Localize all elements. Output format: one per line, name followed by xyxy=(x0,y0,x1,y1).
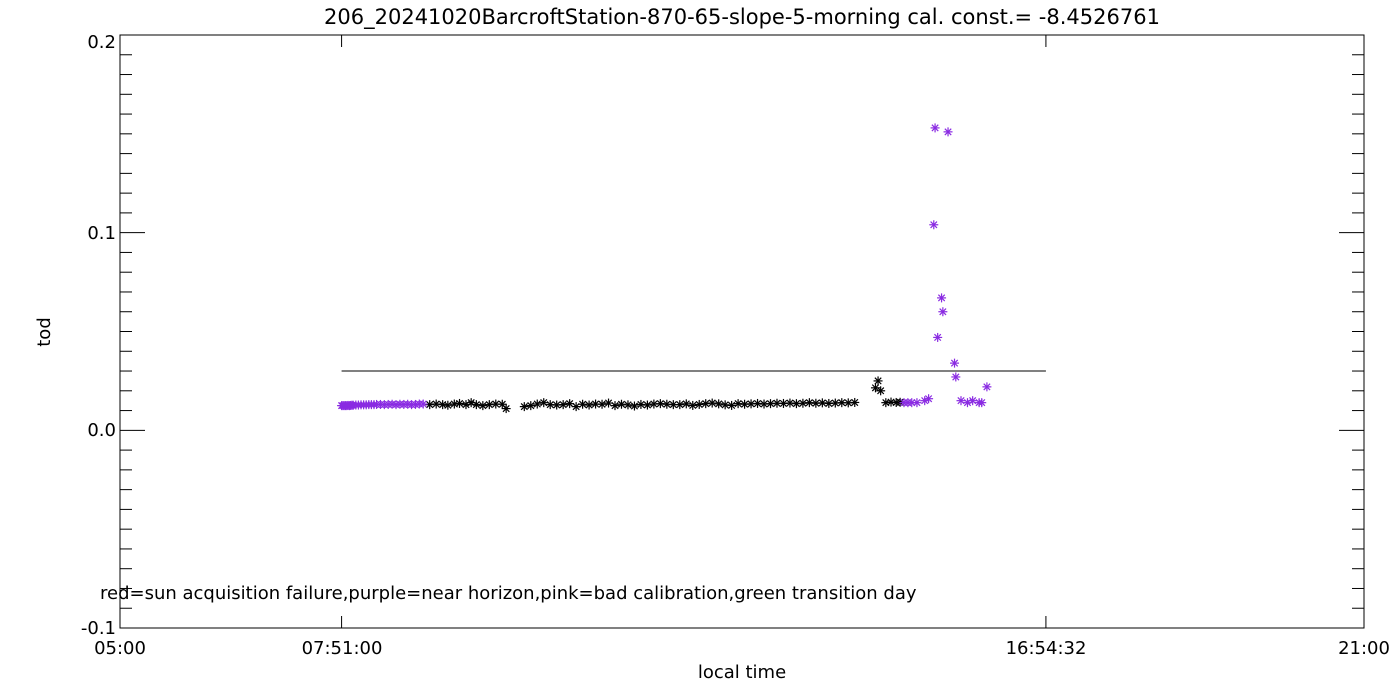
black-data-point xyxy=(471,400,481,410)
black-data-point xyxy=(610,401,620,411)
purple-data-point xyxy=(950,358,960,368)
black-data-point xyxy=(578,399,588,409)
black-data-point xyxy=(837,398,847,408)
legend-annotation: red=sun acquisition failure,purple=near … xyxy=(100,583,917,604)
black-data-point xyxy=(873,376,883,386)
purple-data-point xyxy=(938,307,948,317)
black-data-point xyxy=(694,399,704,409)
chart-title: 206_20241020BarcroftStation-870-65-slope… xyxy=(324,5,1160,30)
purple-data-point xyxy=(924,394,934,404)
black-data-point xyxy=(727,400,737,410)
black-data-point xyxy=(443,400,453,410)
purple-data-point xyxy=(929,220,939,230)
black-data-point xyxy=(681,399,691,409)
major-ticks xyxy=(119,34,1365,629)
black-data-point xyxy=(830,398,840,408)
black-data-point xyxy=(714,399,724,409)
black-data-point xyxy=(688,400,698,410)
y-tick-label-2: 0.1 xyxy=(87,223,116,244)
black-data-point xyxy=(642,400,652,410)
black-data-point xyxy=(539,398,549,408)
purple-data-point xyxy=(912,398,922,408)
y-axis-label: tod xyxy=(34,317,55,347)
black-data-point xyxy=(772,398,782,408)
black-data-point xyxy=(526,401,536,411)
black-data-point xyxy=(591,399,601,409)
purple-data-point xyxy=(418,399,428,409)
purple-data-point xyxy=(977,398,987,408)
y-tick-label-3: 0.2 xyxy=(87,32,116,53)
purple-data-point xyxy=(943,127,953,137)
x-tick-label-0: 05:00 xyxy=(94,638,146,659)
black-data-point xyxy=(478,401,488,411)
black-data-point xyxy=(629,401,639,411)
black-data-point xyxy=(785,398,795,408)
x-tick-label-2: 16:54:32 xyxy=(1006,638,1087,659)
black-data-point xyxy=(740,399,750,409)
purple-data-point xyxy=(937,293,947,303)
black-data-point xyxy=(565,399,575,409)
x-tick-label-3: 21:00 xyxy=(1338,638,1390,659)
black-data-point xyxy=(501,404,511,414)
black-data-point xyxy=(623,400,633,410)
purple-data-point xyxy=(930,123,940,133)
x-axis-label: local time xyxy=(698,662,786,683)
black-data-point xyxy=(655,399,665,409)
points-layer xyxy=(337,123,992,414)
black-data-point xyxy=(597,399,607,409)
x-tick-label-1: 07:51:00 xyxy=(302,638,383,659)
black-data-point xyxy=(753,398,763,408)
y-tick-label-0: -0.1 xyxy=(81,618,116,639)
black-data-point xyxy=(571,402,581,412)
y-tick-label-1: 0.0 xyxy=(87,420,116,441)
purple-data-point xyxy=(956,396,966,406)
black-data-point xyxy=(675,400,685,410)
black-data-point xyxy=(707,398,717,408)
black-data-point xyxy=(584,400,594,410)
black-data-point xyxy=(455,398,465,408)
black-data-point xyxy=(701,399,711,409)
plot-frame xyxy=(119,34,1365,629)
purple-data-point xyxy=(933,332,943,342)
minor-ticks xyxy=(120,54,1364,609)
purple-data-point xyxy=(968,396,978,406)
purple-data-point xyxy=(982,382,992,392)
black-data-point xyxy=(558,400,568,410)
black-data-point xyxy=(431,399,441,409)
black-data-point xyxy=(876,386,886,396)
purple-data-point xyxy=(951,372,961,382)
black-data-point xyxy=(850,397,860,407)
black-data-point xyxy=(532,399,542,409)
black-data-point xyxy=(519,402,529,412)
black-data-point xyxy=(746,399,756,409)
